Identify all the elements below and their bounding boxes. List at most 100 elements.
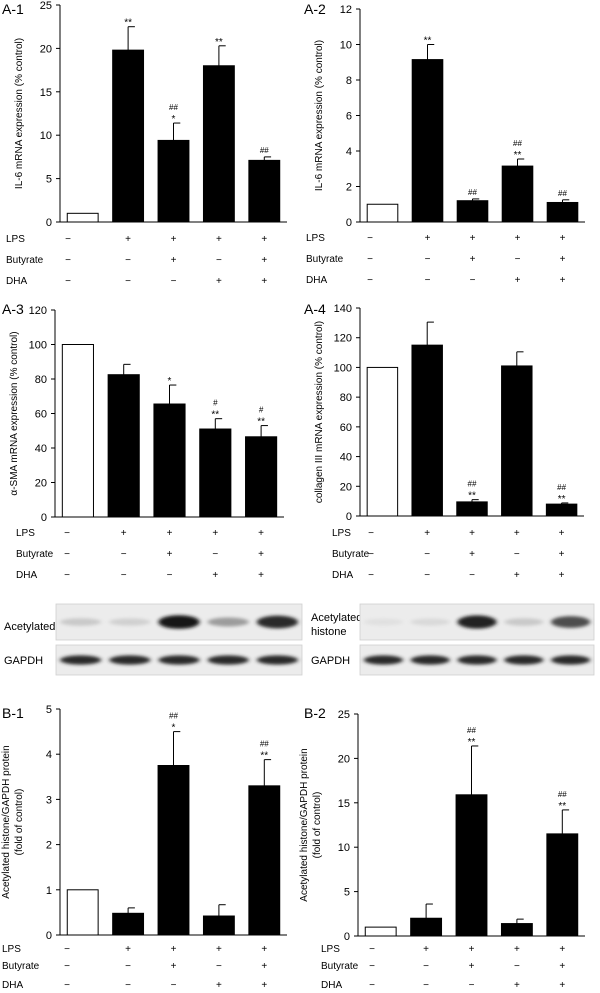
treatment-sign: + [261, 980, 267, 991]
treatment-sign: − [369, 980, 375, 991]
treatment-sign: + [514, 570, 520, 581]
y-tick-label: 5 [46, 174, 52, 186]
significance-mark: * [172, 723, 176, 734]
treatment-sign: + [559, 528, 565, 539]
treatment-sign: + [560, 233, 566, 244]
treatment-sign: + [261, 234, 267, 245]
acetylated-histone-band [256, 615, 299, 629]
bar-1 [66, 212, 99, 223]
blot-right: Acetylated histone GAPDH [311, 603, 595, 676]
y-tick-label: 60 [35, 409, 47, 421]
acetylated-histone-band [504, 618, 544, 626]
acetylated-histone-band [158, 615, 200, 629]
y-tick-label: 40 [35, 443, 47, 455]
significance-mark: # [259, 406, 264, 415]
treatment-sign: + [514, 944, 520, 955]
bar-5 [245, 436, 278, 518]
treatment-sign: + [171, 234, 177, 245]
treatment-sign: + [560, 254, 566, 265]
y-tick-label: 4 [346, 146, 352, 158]
y-axis-label: IL-6 mRNA expression (% control) [14, 38, 25, 189]
significance-mark: ## [557, 483, 566, 492]
treatment-label-lps: LPS [332, 528, 351, 539]
treatment-sign: + [560, 275, 566, 286]
y-tick-label: 140 [334, 303, 352, 315]
significance-mark: ** [468, 737, 476, 748]
treatment-sign: + [216, 234, 222, 245]
y-tick-label: 2 [46, 840, 52, 852]
treatment-sign: + [515, 233, 521, 244]
treatment-label-dha: DHA [2, 980, 23, 991]
treatment-label-lps: LPS [2, 944, 21, 955]
y-tick-label: 20 [340, 481, 352, 493]
significance-mark: ## [169, 103, 178, 112]
bar-5 [248, 785, 281, 936]
treatment-sign: − [121, 570, 127, 581]
treatment-sign: + [469, 961, 475, 972]
treatment-sign: − [64, 944, 70, 955]
treatment-sign: − [64, 528, 70, 539]
bar-5 [545, 503, 578, 517]
significance-mark: ** [424, 36, 432, 47]
treatment-sign: − [171, 276, 177, 287]
y-tick-label: 100 [334, 362, 352, 374]
bar-4 [501, 365, 533, 517]
treatment-label-lps: LPS [16, 528, 35, 539]
y-tick-label: 0 [41, 512, 47, 524]
bar-3 [456, 200, 489, 223]
treatment-sign: − [171, 980, 177, 991]
treatment-sign: + [515, 275, 521, 286]
treatment-sign: + [559, 570, 565, 581]
significance-mark: ** [514, 150, 522, 161]
panel-label: A-4 [304, 301, 326, 317]
y-tick-label: 10 [40, 130, 52, 142]
treatment-sign: − [125, 961, 131, 972]
treatment-sign: + [258, 549, 264, 560]
significance-mark: ## [513, 139, 522, 148]
chart-panel-b-1: B-1 0 1 2 3 4 5 Acetylated histone/GAPDH protei… [1, 704, 287, 991]
treatment-label-lps: LPS [6, 234, 25, 245]
significance-mark: ** [558, 494, 566, 505]
y-tick-label: 15 [40, 87, 52, 99]
treatment-label-dha: DHA [6, 276, 27, 287]
y-tick-label: 12 [340, 4, 352, 16]
y-tick-label: 10 [338, 842, 350, 854]
bar-2 [107, 374, 140, 518]
treatment-sign: + [469, 528, 475, 539]
significance-mark: ** [211, 410, 219, 421]
treatment-sign: + [171, 961, 177, 972]
y-tick-label: 0 [46, 930, 52, 942]
treatment-sign: + [216, 276, 222, 287]
treatment-sign: − [469, 980, 475, 991]
y-tick-label: 25 [40, 0, 52, 12]
treatment-sign: + [167, 528, 173, 539]
treatment-sign: − [64, 549, 70, 560]
significance-mark: * [172, 114, 176, 125]
treatment-sign: − [212, 549, 218, 560]
treatment-sign: − [368, 549, 374, 560]
treatment-sign: + [216, 944, 222, 955]
gapdh-band [59, 655, 102, 665]
treatment-sign: + [470, 254, 476, 265]
gapdh-band [457, 655, 497, 665]
treatment-label-butyrate: Butyrate [16, 549, 54, 560]
y-tick-label: 20 [338, 753, 350, 765]
bar-1 [366, 366, 399, 517]
significance-mark: ## [558, 189, 567, 198]
y-tick-label: 120 [29, 305, 47, 317]
treatment-sign: − [125, 255, 131, 266]
significance-mark: ## [468, 188, 477, 197]
treatment-sign: − [514, 549, 520, 560]
bar-4 [202, 65, 235, 223]
blot-label-gapdh: GAPDH [4, 655, 43, 667]
y-tick-label: 6 [346, 111, 352, 123]
bar-3 [157, 139, 190, 223]
y-tick-label: 80 [340, 392, 352, 404]
treatment-sign: + [514, 980, 520, 991]
gapdh-band [256, 655, 299, 665]
acetylated-histone-band [59, 618, 102, 626]
treatment-sign: − [369, 961, 375, 972]
treatment-sign: + [216, 980, 222, 991]
